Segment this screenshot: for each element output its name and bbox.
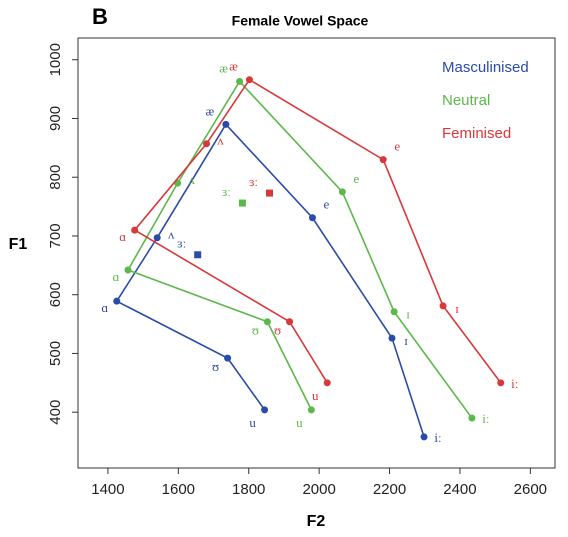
vowel-marker [266, 189, 274, 197]
vowel-marker [338, 188, 346, 196]
y-tick-label: 900 [47, 106, 64, 131]
vowel-label: u [296, 415, 303, 430]
vowel-marker [236, 77, 244, 85]
legend-label: Feminised [442, 125, 511, 142]
vowel-line [133, 78, 502, 384]
vowel-label: æ [206, 103, 215, 118]
vowel-label: e [324, 197, 330, 212]
vowel-marker [202, 140, 210, 148]
vowel-label: u [249, 415, 256, 430]
vowel-label: ʌ [217, 133, 224, 148]
vowel-marker [468, 414, 476, 422]
y-tick-label: 600 [47, 282, 64, 307]
vowel-label: e [353, 171, 359, 186]
vowel-marker [153, 234, 161, 242]
x-axis-label: F2 [307, 513, 326, 530]
y-tick-label: 400 [47, 400, 64, 425]
vowel-label: ʊ [274, 323, 281, 338]
vowel-label: ɑ [101, 300, 108, 315]
vowel-label: ʊ [252, 323, 259, 338]
vowel-marker [379, 156, 387, 164]
vowel-marker [390, 308, 398, 316]
y-tick-label: 500 [47, 341, 64, 366]
vowel-marker [245, 76, 253, 84]
vowel-label: iː [434, 430, 441, 445]
x-tick-label: 1800 [232, 481, 265, 498]
x-tick-label: 2600 [514, 481, 547, 498]
vowel-marker [497, 379, 505, 387]
vowel-label: ɜː [177, 236, 186, 251]
vowel-label: ɜː [222, 184, 231, 199]
vowel-label: ɪ [455, 301, 459, 316]
vowel-marker [124, 266, 132, 274]
vowel-label: æ [229, 59, 238, 74]
vowel-label: e [394, 139, 400, 154]
vowel-label: ʌ [168, 227, 175, 242]
vowel-label: ɪ [404, 333, 408, 348]
x-tick-label: 2200 [373, 481, 406, 498]
vowel-marker [388, 334, 396, 342]
vowel-marker [323, 379, 331, 387]
y-axis-label: F1 [9, 236, 28, 253]
vowel-label: u [312, 388, 319, 403]
vowel-marker [420, 433, 428, 441]
plot-frame [77, 37, 556, 469]
x-tick-label: 2000 [302, 481, 335, 498]
vowel-marker [261, 406, 269, 414]
vowel-label: ʊ [212, 359, 219, 374]
y-tick-label: 1000 [47, 43, 64, 76]
vowel-marker [263, 318, 271, 326]
vowel-marker [286, 318, 294, 326]
vowel-marker [307, 406, 315, 414]
panel-label: B [92, 4, 108, 29]
vowel-line [126, 80, 473, 419]
vowel-marker [194, 251, 202, 259]
vowel-marker [222, 120, 230, 128]
x-tick-label: 1400 [91, 481, 124, 498]
vowel-label: ʌ [188, 172, 195, 187]
vowel-label: iː [482, 411, 489, 426]
vowel-label: iː [511, 376, 518, 391]
vowel-marker [131, 226, 139, 234]
x-tick-label: 1600 [162, 481, 195, 498]
legend-label: Masculinised [442, 59, 529, 76]
vowel-marker [439, 302, 447, 310]
y-tick-label: 700 [47, 223, 64, 248]
vowel-line [115, 123, 425, 438]
y-tick-label: 800 [47, 165, 64, 190]
chart-title: Female Vowel Space [232, 13, 369, 29]
vowel-label: æ [219, 60, 228, 75]
vowel-label: ɪ [406, 307, 410, 322]
x-tick-label: 2400 [443, 481, 476, 498]
vowel-marker [224, 354, 232, 362]
vowel-label: ɑ [113, 269, 120, 284]
vowel-label: ɑ [119, 229, 126, 244]
vowel-marker [113, 297, 121, 305]
vowel-marker [308, 214, 316, 222]
legend-label: Neutral [442, 92, 490, 109]
vowel-label: ɜː [249, 174, 258, 189]
vowel-marker [238, 199, 246, 207]
